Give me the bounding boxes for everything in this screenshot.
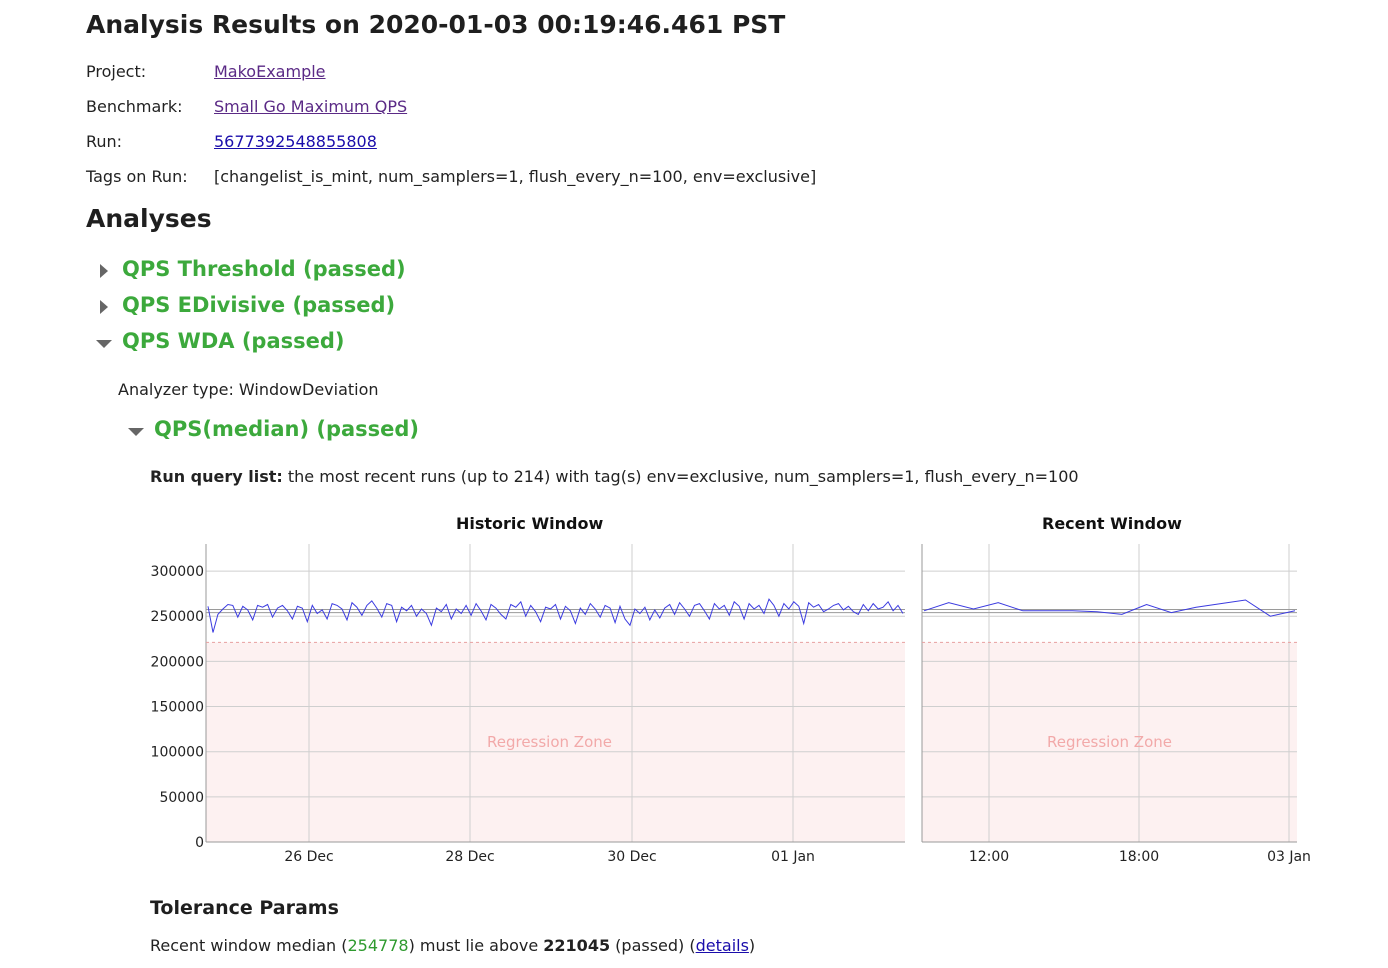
historic-series-line <box>207 598 904 633</box>
historic-x-tick-label: 28 Dec <box>445 849 494 865</box>
analysis-title-wda[interactable]: QPS WDA (passed) <box>122 329 345 353</box>
benchmark-link[interactable]: Small Go Maximum QPS <box>214 97 408 116</box>
y-tick-label: 250000 <box>151 609 204 625</box>
y-tick-label: 100000 <box>151 745 204 761</box>
run-label: Run: <box>86 132 123 151</box>
recent-median-value: 254778 <box>347 936 409 955</box>
historic-x-tick-label: 26 Dec <box>284 849 333 865</box>
tags-value: [changelist_is_mint, num_samplers=1, flu… <box>214 167 817 186</box>
y-tick-label: 50000 <box>159 790 204 806</box>
recent-chart-title: Recent Window <box>1042 514 1182 533</box>
tolerance-suffix: (passed) ( <box>610 936 696 955</box>
project-label: Project: <box>86 62 147 81</box>
page-title: Analysis Results on 2020-01-03 00:19:46.… <box>86 10 786 39</box>
details-link[interactable]: details <box>695 936 749 955</box>
tolerance-heading: Tolerance Params <box>150 897 339 919</box>
y-tick-label: 150000 <box>151 700 204 716</box>
tolerance-line: Recent window median (254778) must lie a… <box>150 936 755 955</box>
run-query-list: Run query list: the most recent runs (up… <box>150 467 1079 486</box>
historic-chart-title: Historic Window <box>456 514 604 533</box>
run-link[interactable]: 5677392548855808 <box>214 132 377 151</box>
recent-x-tick-label: 18:00 <box>1119 849 1159 865</box>
recent-x-tick-label: 03 Jan <box>1267 849 1311 865</box>
historic-x-tick-label: 01 Jan <box>771 849 815 865</box>
y-tick-label: 0 <box>195 835 204 851</box>
project-link[interactable]: MakoExample <box>214 62 326 81</box>
run-query-text: the most recent runs (up to 214) with ta… <box>282 467 1079 486</box>
run-query-label: Run query list: <box>150 467 283 486</box>
historic-regression-zone-label: Regression Zone <box>487 733 612 751</box>
caret-right-icon[interactable] <box>100 264 108 278</box>
analyzer-type: Analyzer type: WindowDeviation <box>118 380 379 399</box>
tolerance-prefix: Recent window median ( <box>150 936 348 955</box>
benchmark-label: Benchmark: <box>86 97 183 116</box>
recent-series-line <box>923 599 1296 617</box>
caret-down-icon[interactable] <box>128 428 144 436</box>
analysis-title-edivisive[interactable]: QPS EDivisive (passed) <box>122 293 396 317</box>
y-tick-label: 200000 <box>151 654 204 670</box>
recent-x-tick-label: 12:00 <box>969 849 1009 865</box>
threshold-value: 221045 <box>543 936 611 955</box>
historic-x-tick-label: 30 Dec <box>607 849 656 865</box>
tags-label: Tags on Run: <box>86 167 188 186</box>
sub-analysis-title[interactable]: QPS(median) (passed) <box>154 417 420 441</box>
y-tick-label: 300000 <box>151 564 204 580</box>
historic-regression-zone <box>206 642 905 842</box>
caret-down-icon[interactable] <box>96 340 112 348</box>
tolerance-end: ) <box>748 936 756 955</box>
analysis-title-threshold[interactable]: QPS Threshold (passed) <box>122 257 406 281</box>
caret-right-icon[interactable] <box>100 300 108 314</box>
recent-regression-zone <box>922 642 1297 842</box>
historic-chart: 26 Dec 28 Dec 30 Dec 01 Jan Regression Zone <box>205 544 905 865</box>
recent-chart: 12:00 18:00 03 Jan Regression Zone <box>921 544 1311 865</box>
analyses-heading: Analyses <box>86 204 212 233</box>
recent-regression-zone-label: Regression Zone <box>1047 733 1172 751</box>
tolerance-mid: ) must lie above <box>408 936 544 955</box>
